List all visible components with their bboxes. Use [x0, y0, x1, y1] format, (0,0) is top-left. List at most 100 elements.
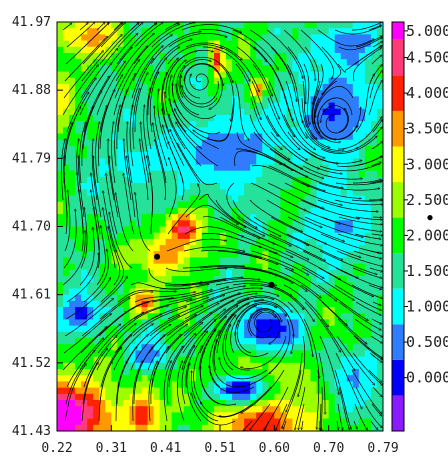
streamline — [320, 403, 321, 430]
heatmap-cell — [334, 71, 342, 79]
heatmap-cell — [75, 96, 82, 104]
heatmap-cell — [334, 170, 342, 178]
heatmap-cell — [57, 307, 64, 314]
heatmap-cell — [57, 83, 64, 91]
heatmap-cell — [165, 406, 173, 414]
heatmap-cell — [334, 40, 342, 48]
heatmap-cell — [87, 201, 94, 209]
heatmap-cell — [189, 170, 197, 178]
heatmap-cell — [316, 276, 324, 283]
heatmap-cell — [364, 232, 372, 240]
heatmap-cell — [207, 338, 215, 345]
heatmap-cell — [123, 28, 131, 35]
streamline — [320, 318, 355, 371]
heatmap-cell — [159, 114, 167, 122]
heatmap-cell — [328, 77, 336, 85]
heatmap-cell — [111, 201, 118, 209]
heatmap-cell — [147, 325, 155, 333]
heatmap-cell — [117, 245, 125, 252]
heatmap-cell — [201, 269, 209, 277]
streamline — [215, 29, 267, 62]
heatmap-cell — [256, 424, 263, 431]
streamline — [100, 22, 126, 48]
heatmap-cell — [238, 214, 245, 221]
heatmap-cell — [268, 52, 275, 60]
heatmap-cell — [195, 251, 203, 259]
heatmap-cell — [262, 28, 269, 35]
heatmap-cell — [213, 220, 221, 228]
heatmap-cell — [250, 207, 257, 215]
heatmap-cell — [244, 344, 251, 352]
heatmap-cell — [220, 331, 227, 339]
streamline — [304, 46, 319, 104]
heatmap-cell — [69, 269, 76, 277]
heatmap-cell — [226, 331, 233, 339]
heatmap-cell — [328, 245, 336, 252]
heatmap-cell — [141, 152, 149, 159]
heatmap-cell — [316, 307, 324, 314]
heatmap-cell — [364, 381, 372, 389]
heatmap-cell — [63, 71, 70, 79]
heatmap-cell — [340, 393, 348, 401]
heatmap-cell — [57, 127, 64, 135]
heatmap-cell — [310, 276, 318, 283]
heatmap-cell — [220, 319, 227, 327]
heatmap-cell — [232, 83, 239, 91]
heatmap-cell — [201, 412, 209, 420]
heatmap-cell — [135, 71, 143, 79]
heatmap-cell — [292, 183, 300, 190]
streamline — [148, 361, 158, 422]
heatmap-cell — [310, 158, 318, 166]
streamline — [284, 267, 337, 301]
heatmap-cell — [352, 362, 360, 370]
heatmap-cell — [274, 189, 281, 197]
heatmap-cell — [111, 350, 118, 358]
heatmap-cell — [340, 65, 348, 73]
heatmap-cell — [220, 362, 227, 370]
streamline — [166, 303, 219, 337]
heatmap-cell — [280, 121, 288, 128]
heatmap-cell — [268, 71, 275, 79]
heatmap-cell — [57, 22, 64, 29]
heatmap-cell — [99, 164, 106, 172]
heatmap-cell — [358, 226, 366, 234]
heatmap-cell — [57, 201, 64, 209]
heatmap-cell — [165, 232, 173, 240]
heatmap-cell — [322, 71, 330, 79]
heatmap-cell — [171, 307, 179, 314]
heatmap-cell — [358, 294, 366, 302]
heatmap-cell — [244, 245, 251, 252]
heatmap-cell — [280, 257, 288, 265]
heatmap-cell — [87, 319, 94, 327]
heatmap-cell — [159, 406, 167, 414]
heatmap-cell — [298, 46, 306, 54]
heatmap-cell — [274, 313, 281, 321]
heatmap-cell — [328, 127, 336, 135]
streamline — [322, 386, 323, 431]
heatmap-cell — [117, 294, 125, 302]
heatmap-cell — [346, 201, 354, 209]
heatmap-cell — [274, 28, 281, 35]
heatmap-cell — [280, 207, 288, 215]
heatmap-cell — [244, 226, 251, 234]
streamline — [134, 23, 163, 48]
heatmap-cell — [292, 245, 300, 252]
heatmap-cell — [123, 325, 131, 333]
heatmap-cell — [304, 369, 312, 376]
heatmap-cell — [147, 90, 155, 97]
heatmap-cell — [69, 158, 76, 166]
heatmap-cell — [220, 393, 227, 401]
heatmap-cell — [117, 418, 125, 426]
heatmap-cell — [220, 207, 227, 215]
heatmap-cell — [99, 127, 106, 135]
heatmap-cell — [352, 170, 360, 178]
heatmap-cell — [63, 83, 70, 91]
heatmap-cell — [135, 102, 143, 110]
heatmap-cell — [256, 263, 263, 271]
streamline — [177, 144, 218, 186]
streamline — [99, 90, 115, 150]
heatmap-cell — [238, 238, 245, 246]
heatmap-cell — [87, 344, 94, 352]
streamline — [114, 46, 147, 99]
heatmap-cell — [268, 313, 275, 321]
